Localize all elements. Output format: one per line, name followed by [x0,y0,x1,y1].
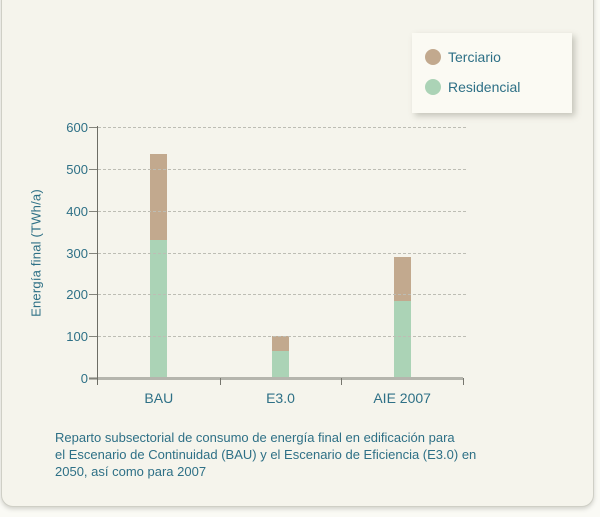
y-tick-300 [89,252,98,254]
bar-E3.0-terciario [272,336,289,351]
gridline-100 [98,336,466,338]
y-tick-400 [89,210,98,212]
y-tick-label-300: 300 [66,245,88,261]
gridline-600 [98,127,466,128]
y-tick-500 [89,168,98,170]
x-category-label-AIE 2007: AIE 2007 [373,390,431,406]
y-tick-label-500: 500 [66,161,88,177]
y-axis-line [97,126,98,385]
bar-BAU-terciario [150,154,168,240]
caption-line-3: 2050, así como para 2007 [55,464,207,479]
x-category-label-E3.0: E3.0 [266,390,295,406]
legend-item-residencial: Residencial [425,78,572,95]
bar-AIE 2007-terciario [393,256,411,301]
x-category-label-BAU: BAU [144,390,174,406]
x-axis-line [89,377,463,380]
figure-caption: Reparto subsectorial de consumo de energ… [55,429,505,480]
y-tick-label-600: 600 [66,120,88,135]
y-tick-600 [89,127,98,128]
legend-label-terciario: Terciario [448,48,501,65]
caption-line-1: Reparto subsectorial de consumo de energ… [55,430,455,445]
y-tick-100 [89,336,98,338]
gridline-500 [98,168,466,170]
terciario-swatch-icon [425,48,441,65]
caption-line-2: el Escenario de Continuidad (BAU) y el E… [55,447,477,462]
y-tick-200 [89,294,98,296]
legend: Terciario Residencial [412,33,572,113]
y-tick-0 [89,378,98,379]
legend-item-terciario: Terciario [425,48,572,65]
gridline-400 [98,210,466,212]
y-axis-title: Energía final (TWh/a) [28,189,44,317]
y-tick-label-100: 100 [66,329,88,345]
bar-AIE 2007-residencial [393,300,411,378]
bar-BAU-residencial [150,239,168,378]
y-tick-label-0: 0 [80,371,88,386]
y-tick-label-200: 200 [66,287,88,303]
residencial-swatch-icon [425,78,441,95]
x-tick-1 [220,378,221,385]
bar-E3.0-residencial [272,350,289,378]
gridline-300 [98,252,466,254]
y-tick-label-400: 400 [66,203,88,219]
legend-label-residencial: Residencial [448,78,521,95]
x-tick-3 [463,378,464,385]
gridline-200 [98,294,466,296]
x-tick-2 [341,378,342,385]
